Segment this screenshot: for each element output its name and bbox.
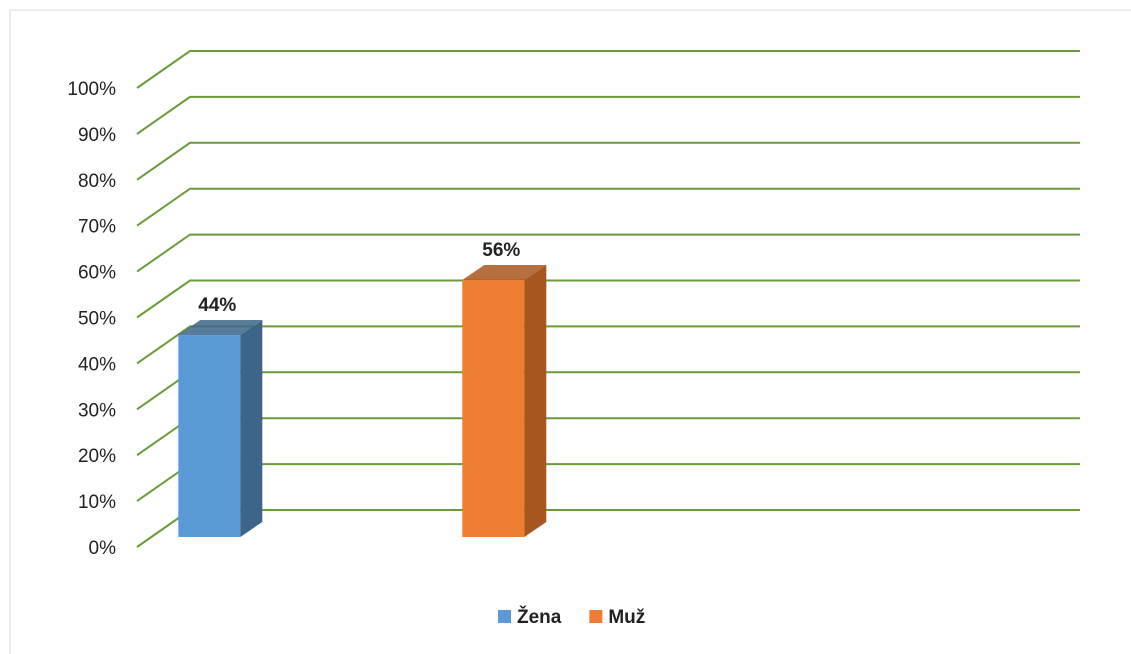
y-tick-label: 10% <box>78 492 116 513</box>
y-tick-label: 90% <box>78 125 116 146</box>
y-tick-label: 40% <box>78 354 116 375</box>
y-tick-label: 80% <box>78 171 116 192</box>
bar-top <box>462 264 547 280</box>
bar <box>178 320 263 538</box>
legend-swatch <box>589 610 603 623</box>
grid-line <box>136 279 1080 319</box>
data-label: 44% <box>198 295 236 316</box>
bar-side <box>524 264 547 538</box>
y-tick-label: 50% <box>78 309 116 330</box>
grid-line <box>136 95 1080 135</box>
y-tick-label: 0% <box>89 538 117 559</box>
y-tick-label: 60% <box>78 263 116 284</box>
bar <box>462 264 547 538</box>
grid-line <box>136 187 1080 227</box>
chart-border <box>9 9 1131 654</box>
grid-line <box>136 50 1080 89</box>
legend-label: Muž <box>608 607 645 628</box>
legend-label: Žena <box>517 606 562 628</box>
data-label: 56% <box>482 240 520 261</box>
y-tick-label: 20% <box>78 446 116 467</box>
legend-swatch <box>498 610 511 623</box>
grid-line <box>136 233 1080 273</box>
bar-top <box>178 320 263 336</box>
y-tick-label: 70% <box>78 217 116 238</box>
grid-line <box>136 325 1080 365</box>
bar-side <box>240 320 263 538</box>
grid-line <box>136 141 1080 181</box>
bar-front <box>178 335 241 538</box>
bar-front <box>462 279 525 538</box>
y-tick-label: 100% <box>67 79 116 100</box>
y-tick-label: 30% <box>78 400 116 421</box>
